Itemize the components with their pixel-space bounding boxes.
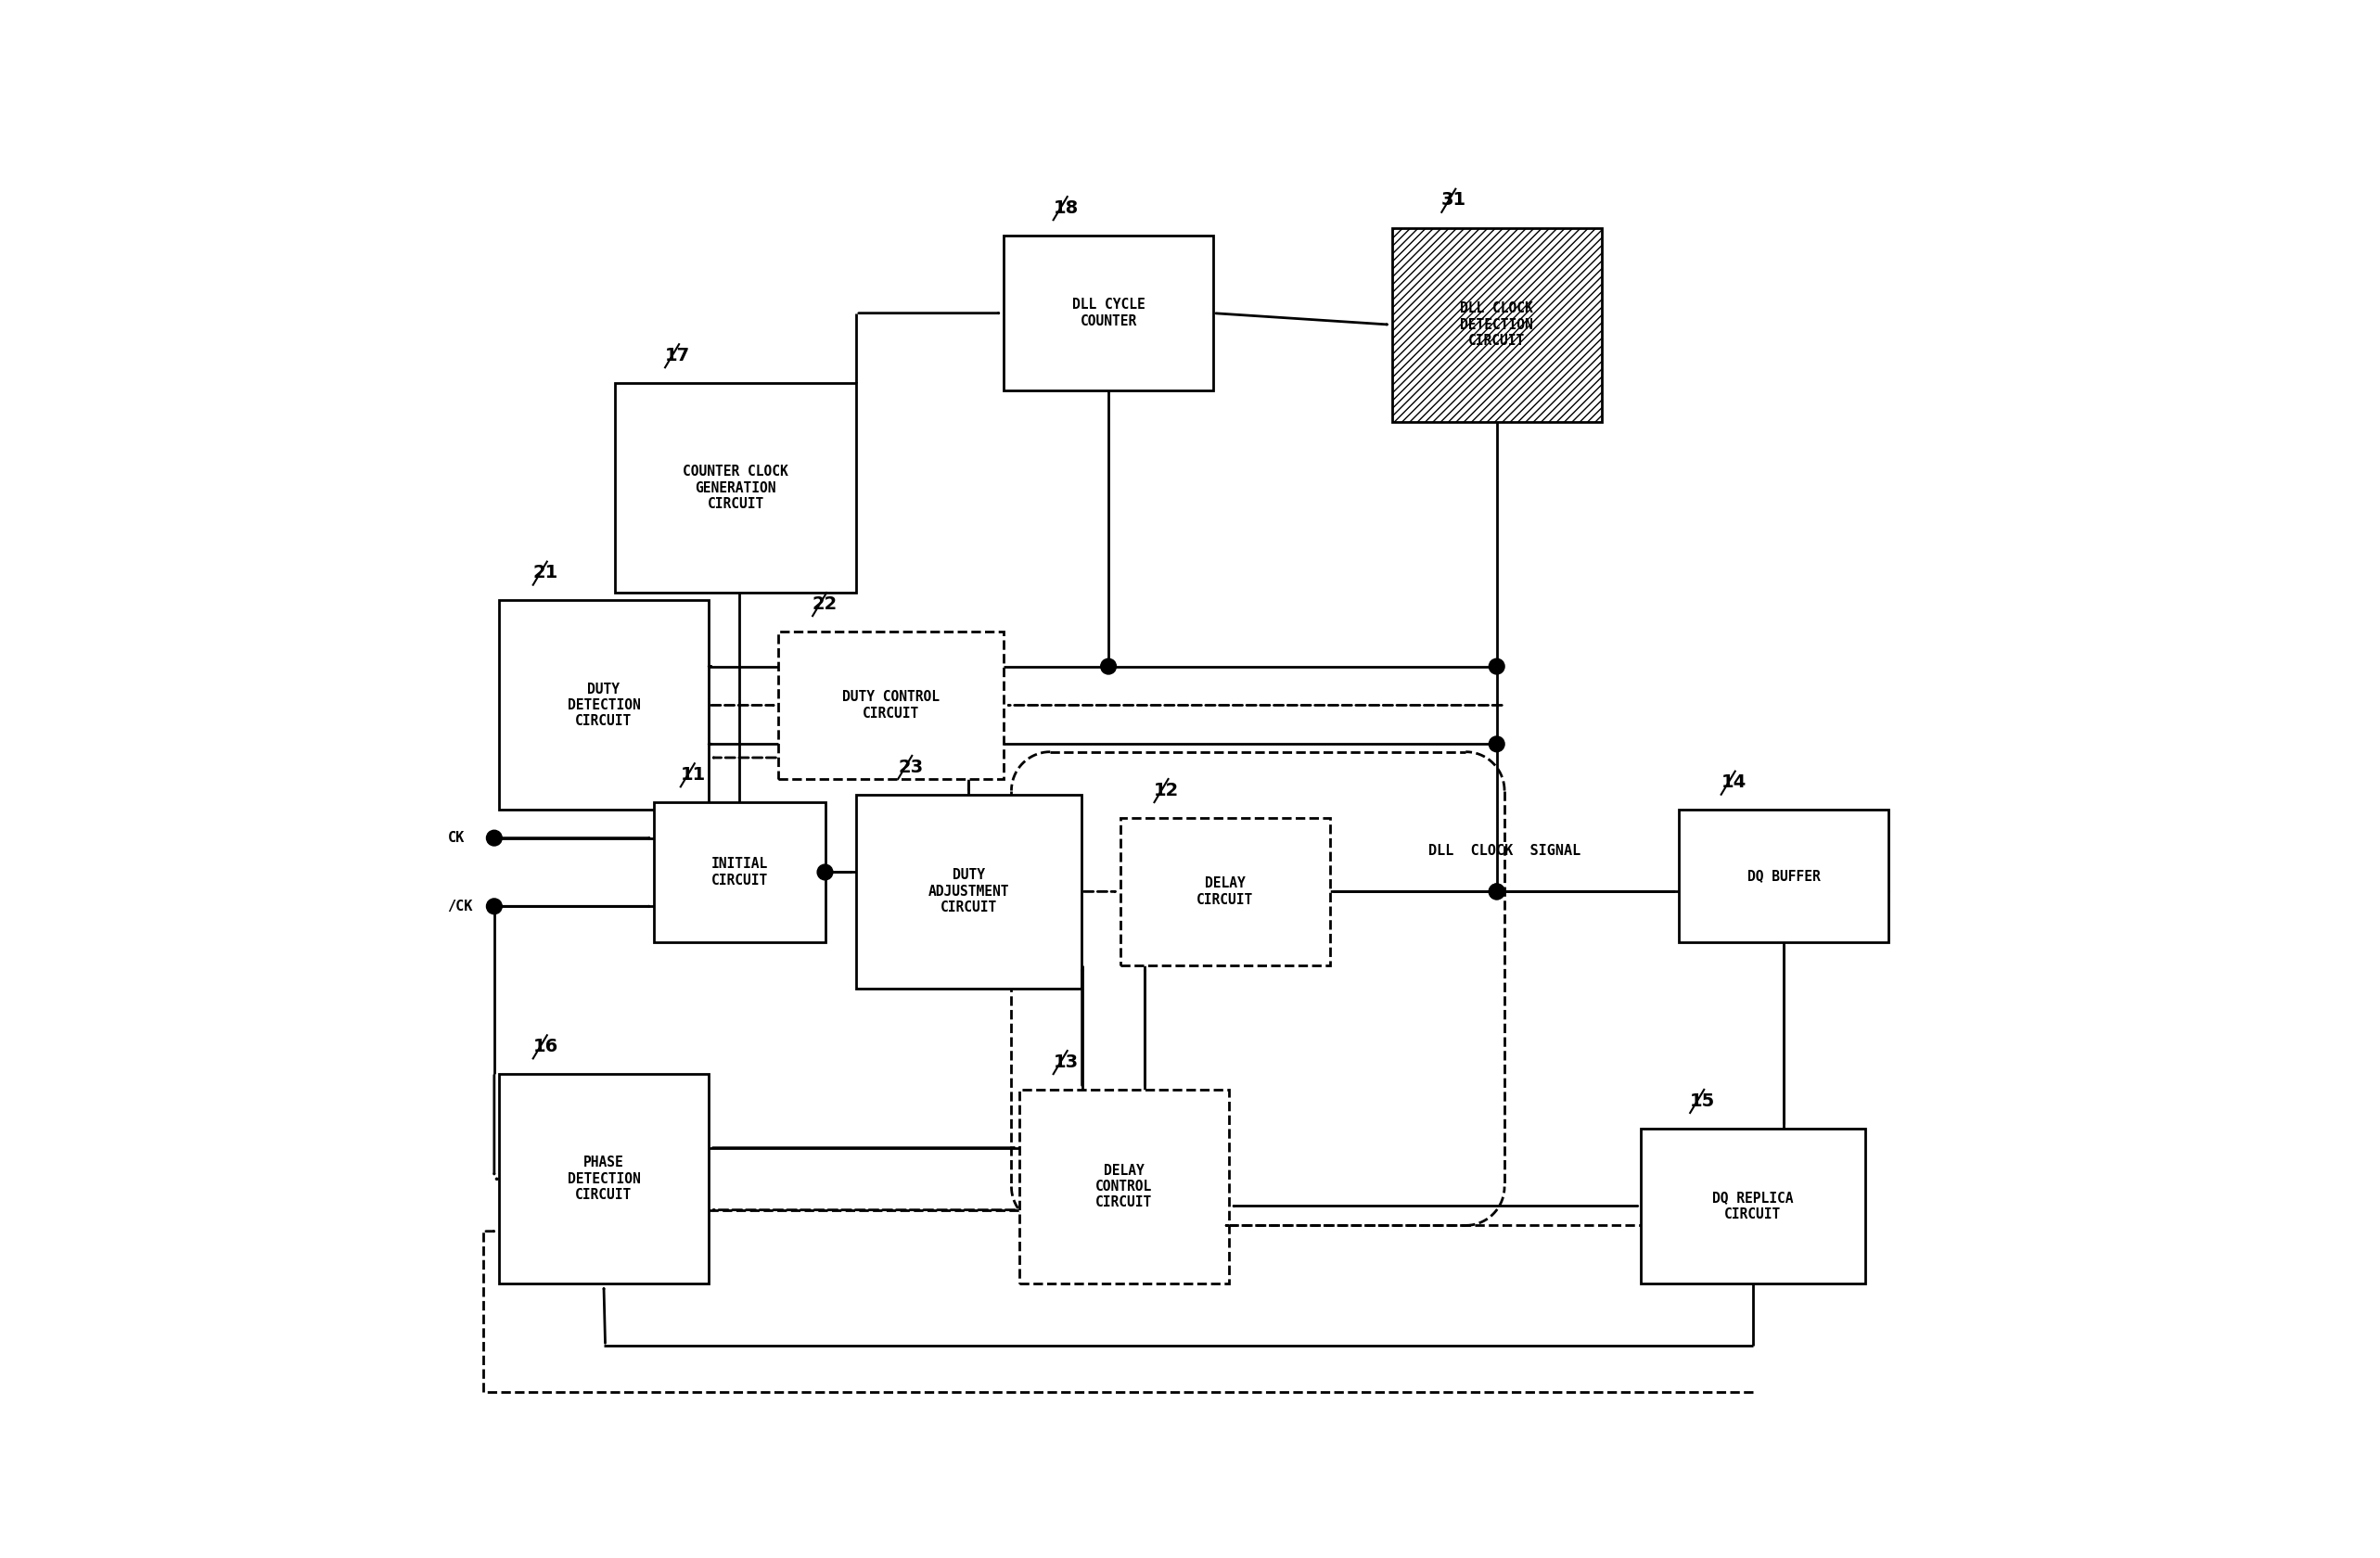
Text: DUTY
ADJUSTMENT
CIRCUIT: DUTY ADJUSTMENT CIRCUIT [928,868,1009,915]
Text: 11: 11 [681,767,704,784]
Text: DUTY
DETECTION
CIRCUIT: DUTY DETECTION CIRCUIT [566,682,640,728]
Text: 31: 31 [1442,192,1466,209]
Text: DLL  CLOCK  SIGNAL: DLL CLOCK SIGNAL [1428,843,1580,857]
Circle shape [1490,659,1504,675]
Circle shape [1490,883,1504,899]
Text: DLL CYCLE
COUNTER: DLL CYCLE COUNTER [1071,298,1145,329]
Circle shape [1100,659,1116,675]
Circle shape [816,865,833,880]
Text: PHASE
DETECTION
CIRCUIT: PHASE DETECTION CIRCUIT [566,1156,640,1201]
Bar [1640,1128,1866,1284]
Circle shape [1490,737,1504,753]
Text: 21: 21 [533,564,559,581]
Bar [500,1073,709,1284]
Text: /CK: /CK [447,899,474,913]
Text: 12: 12 [1154,782,1180,799]
Text: DLL CLOCK
DETECTION
CIRCUIT: DLL CLOCK DETECTION CIRCUIT [1461,302,1533,347]
Text: 14: 14 [1721,774,1747,791]
Text: 16: 16 [533,1038,559,1055]
Bar [655,802,826,943]
Text: CK: CK [447,830,464,844]
Bar [857,795,1081,989]
Bar [1121,818,1330,966]
Bar [500,600,709,810]
Bar [1392,227,1602,422]
Text: DELAY
CONTROL
CIRCUIT: DELAY CONTROL CIRCUIT [1095,1164,1152,1209]
Text: DUTY CONTROL
CIRCUIT: DUTY CONTROL CIRCUIT [843,690,940,720]
Bar [1004,235,1214,391]
Circle shape [486,899,502,915]
Bar [616,383,857,592]
Text: 18: 18 [1052,199,1078,217]
Text: COUNTER CLOCK
GENERATION
CIRCUIT: COUNTER CLOCK GENERATION CIRCUIT [683,464,788,511]
Bar [1392,227,1602,422]
Bar [1680,810,1890,943]
Text: 15: 15 [1690,1092,1716,1109]
Text: 13: 13 [1054,1053,1078,1070]
Text: 23: 23 [897,759,923,776]
Text: INITIAL
CIRCUIT: INITIAL CIRCUIT [712,857,769,887]
Circle shape [1490,883,1504,899]
Bar [778,631,1004,779]
Bar [1019,1089,1228,1284]
Text: DELAY
CIRCUIT: DELAY CIRCUIT [1197,877,1254,907]
Text: DQ BUFFER: DQ BUFFER [1747,869,1821,883]
Text: DQ REPLICA
CIRCUIT: DQ REPLICA CIRCUIT [1711,1190,1795,1221]
Text: 22: 22 [812,595,838,612]
Text: 17: 17 [664,347,690,365]
Circle shape [486,830,502,846]
